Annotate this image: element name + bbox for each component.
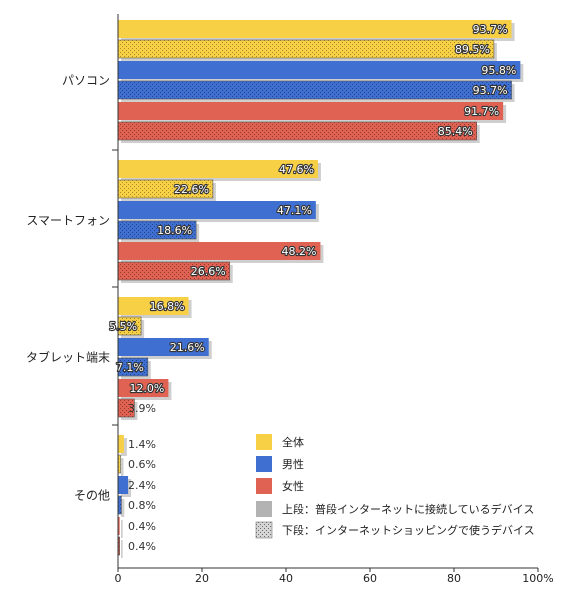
data-label: 3.9% — [128, 402, 156, 415]
legend-swatch — [256, 478, 272, 494]
data-label: 22.6% — [174, 183, 209, 196]
legend-swatch-solid — [256, 501, 272, 517]
data-label: 48.2% — [281, 245, 316, 258]
bar-upper — [118, 338, 209, 356]
x-tick-label: 0 — [115, 572, 122, 585]
data-label: 47.1% — [277, 204, 312, 217]
category-label: パソコン — [62, 74, 110, 88]
bar-upper — [118, 435, 124, 453]
data-label: 93.7% — [473, 23, 508, 36]
bar-upper — [118, 379, 169, 397]
legend-swatch-hatched — [255, 521, 273, 539]
data-label: 1.4% — [128, 438, 156, 451]
data-label: 12.0% — [129, 382, 164, 395]
data-label: 16.8% — [150, 300, 185, 313]
bar-shadow — [121, 520, 123, 538]
data-label: 0.4% — [128, 520, 156, 533]
data-label: 85.4% — [438, 125, 473, 138]
category-label: スマートフォン — [26, 214, 110, 228]
legend-swatch — [256, 434, 272, 450]
legend: 全体男性女性上段：普段インターネットに接続しているデバイス下段：インターネットシ… — [255, 434, 535, 539]
data-label: 0.8% — [128, 499, 156, 512]
legend-label: 下段：インターネットショッピングで使うデバイス — [282, 523, 535, 537]
data-label: 21.6% — [170, 341, 205, 354]
data-label: 5.5% — [109, 320, 137, 333]
bar-upper — [118, 102, 504, 120]
data-label: 0.6% — [128, 458, 156, 471]
bar-upper — [118, 517, 120, 535]
legend-swatch — [256, 456, 272, 472]
bar-upper — [118, 160, 318, 178]
category-label: その他 — [74, 489, 110, 503]
x-tick-label: 40 — [279, 572, 293, 585]
x-tick-label: 80 — [447, 572, 461, 585]
data-label: 89.5% — [455, 43, 490, 56]
legend-label: 上段：普段インターネットに接続しているデバイス — [282, 502, 534, 516]
bar-shadow — [121, 540, 123, 558]
data-label: 18.6% — [157, 224, 192, 237]
bar-upper — [118, 242, 321, 260]
bar-shadow — [121, 438, 127, 456]
data-label: 95.8% — [481, 64, 516, 77]
category-label: タブレット端末 — [26, 350, 110, 365]
bar-lower — [117, 495, 122, 515]
data-label: 2.4% — [128, 479, 156, 492]
data-label: 26.6% — [191, 265, 226, 278]
bar-lower — [117, 121, 477, 141]
bar-upper — [118, 201, 316, 219]
bar-upper — [118, 297, 189, 315]
bar-upper — [118, 476, 129, 494]
data-label: 7.1% — [116, 361, 144, 374]
data-label: 47.6% — [279, 163, 314, 176]
x-tick-label: 20 — [195, 572, 209, 585]
bar-shadow — [121, 499, 125, 517]
bar-upper — [118, 20, 512, 38]
data-labels-layer: 93.7% 89.5% 95.8% 93.7% 91.7% 85.4% 47.6% 22.6%… — [108, 22, 517, 553]
legend-label: 女性 — [282, 479, 304, 493]
bar-lower — [117, 39, 495, 59]
legend-label: 全体 — [282, 435, 304, 449]
bar-shadow — [121, 458, 124, 476]
bar-lower — [117, 80, 512, 100]
bar-upper — [118, 61, 521, 79]
data-label: 91.7% — [464, 105, 499, 118]
data-label: 93.7% — [473, 84, 508, 97]
x-tick-label: 100% — [522, 572, 553, 585]
data-label: 0.4% — [128, 540, 156, 553]
legend-label: 男性 — [282, 457, 304, 471]
bars-layer — [117, 20, 524, 558]
x-tick-label: 60 — [363, 572, 377, 585]
